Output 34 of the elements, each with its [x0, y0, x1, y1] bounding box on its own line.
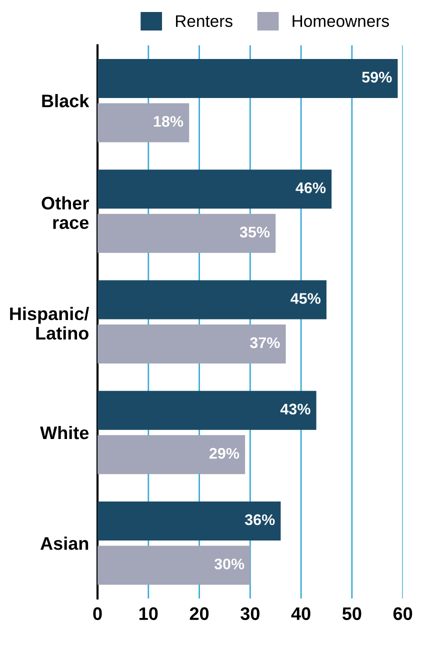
bar: [98, 280, 326, 320]
data-label: 30%: [214, 558, 244, 570]
legend-label: Homeowners: [292, 15, 389, 27]
bar: [98, 390, 316, 430]
x-tick-label: 20: [190, 607, 209, 620]
data-label: 18%: [154, 116, 184, 127]
bar: [98, 435, 246, 474]
x-tick-label: 30: [240, 607, 260, 620]
bar: [98, 103, 190, 142]
data-label: 59%: [362, 72, 392, 83]
legend-label: Renters: [176, 15, 232, 27]
y-tick-label: Hispanic/ Latino: [10, 306, 90, 340]
data-label: 45%: [290, 293, 321, 304]
data-label: 29%: [209, 448, 240, 459]
bar: [98, 59, 398, 98]
y-tick-label: Black: [42, 94, 90, 108]
x-tick-label: 50: [342, 607, 362, 620]
data-label: 36%: [244, 514, 275, 526]
x-tick-label: 40: [291, 607, 310, 620]
x-tick-label: 0: [93, 607, 102, 620]
x-tick-label: 10: [139, 607, 158, 620]
y-tick-label: White: [40, 426, 89, 440]
x-tick-label: 60: [393, 607, 412, 620]
bar: [98, 214, 276, 253]
bar: [98, 546, 250, 585]
bar: [98, 170, 332, 209]
bar: [98, 502, 281, 540]
data-label: 43%: [280, 404, 310, 415]
data-label: 37%: [250, 337, 280, 348]
data-label: 46%: [296, 182, 326, 194]
y-tick-label: Asian: [40, 536, 88, 550]
y-tick-label: Other race: [42, 196, 89, 229]
bar: [98, 324, 286, 364]
data-label: 35%: [240, 226, 270, 238]
